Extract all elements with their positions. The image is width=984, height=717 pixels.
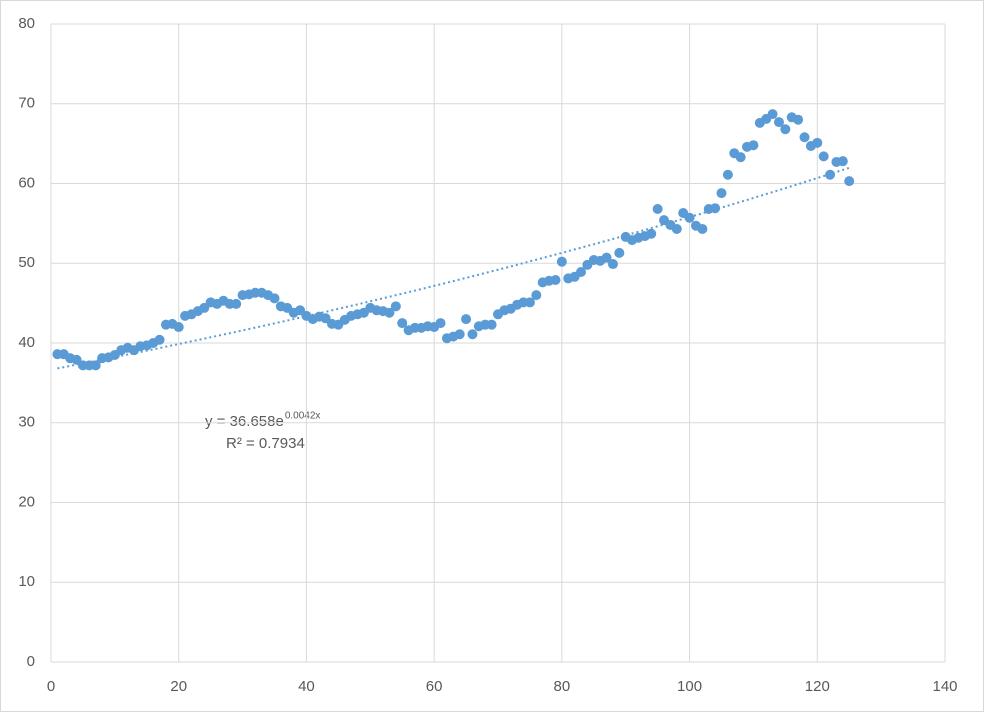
point	[735, 152, 746, 163]
point	[671, 223, 682, 234]
y-tick-label: 70	[18, 95, 35, 112]
point	[550, 274, 561, 285]
point	[818, 151, 829, 162]
x-tick-label: 140	[932, 678, 957, 695]
y-tick-label: 30	[18, 414, 35, 431]
point	[722, 169, 733, 180]
point	[697, 223, 708, 234]
point	[390, 301, 401, 312]
point	[780, 124, 791, 135]
point	[531, 290, 542, 301]
trend-exponent: 0.0042x	[285, 411, 321, 422]
point	[556, 256, 567, 267]
y-tick-label: 20	[18, 493, 35, 510]
point	[652, 204, 663, 215]
point	[384, 307, 395, 318]
point	[601, 252, 612, 263]
point	[837, 156, 848, 167]
x-tick-label: 0	[47, 678, 55, 695]
point	[793, 114, 804, 125]
x-tick-label: 40	[298, 678, 315, 695]
point	[269, 293, 280, 304]
point	[607, 259, 618, 270]
y-tick-label: 10	[18, 573, 35, 590]
trendline	[57, 166, 850, 370]
point	[154, 334, 165, 345]
point	[767, 109, 778, 120]
point	[773, 117, 784, 128]
trend-r-squared: R² = 0.7934	[226, 435, 305, 452]
point	[173, 322, 184, 333]
point	[467, 329, 478, 340]
y-tick-label: 50	[18, 254, 35, 271]
point	[748, 140, 759, 151]
x-tick-label: 120	[805, 678, 830, 695]
x-tick-label: 80	[554, 678, 571, 695]
trend-equation: y = 36.658e	[205, 413, 284, 430]
y-tick-label: 80	[18, 15, 35, 32]
y-tick-label: 60	[18, 174, 35, 191]
point	[461, 314, 472, 325]
y-tick-label: 40	[18, 334, 35, 351]
x-tick-label: 60	[426, 678, 443, 695]
x-tick-label: 20	[170, 678, 187, 695]
point	[435, 318, 446, 329]
point	[716, 188, 727, 199]
point	[710, 203, 721, 214]
y-tick-label: 0	[27, 653, 35, 670]
point	[524, 297, 535, 308]
point	[614, 247, 625, 258]
point	[397, 318, 408, 329]
point	[812, 137, 823, 148]
point	[454, 329, 465, 340]
point	[799, 132, 810, 143]
x-tick-label: 100	[677, 678, 702, 695]
point	[844, 176, 855, 187]
point	[576, 267, 587, 278]
point	[231, 298, 242, 309]
point	[646, 228, 657, 239]
point	[90, 360, 101, 371]
point	[486, 319, 497, 330]
